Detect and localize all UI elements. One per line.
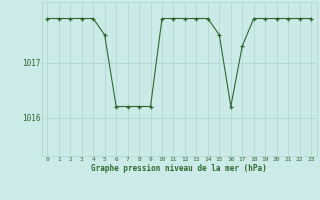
X-axis label: Graphe pression niveau de la mer (hPa): Graphe pression niveau de la mer (hPa) (91, 164, 267, 173)
